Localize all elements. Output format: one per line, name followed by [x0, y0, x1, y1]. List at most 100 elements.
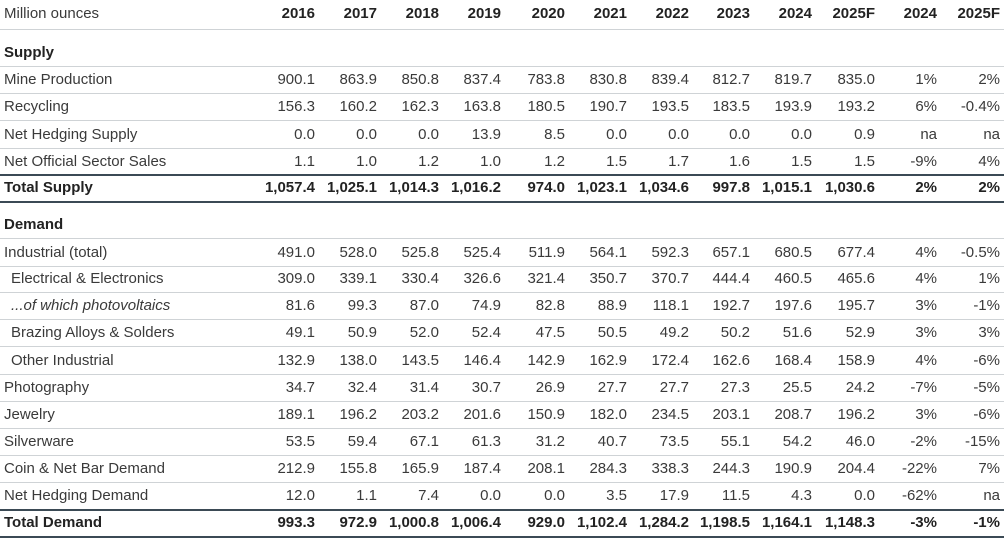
cell: 4% [978, 153, 1000, 170]
cell: 1,034.6 [638, 179, 689, 196]
cell: 1% [978, 270, 1000, 287]
cell: 3% [915, 324, 937, 341]
cell: 0.0 [729, 126, 750, 143]
cell: 197.6 [774, 297, 812, 314]
cell: 330.4 [401, 270, 439, 287]
cell: 1,000.8 [388, 514, 439, 531]
cell: 59.4 [347, 433, 377, 450]
cell: 138.0 [339, 352, 377, 369]
row-label: Net Hedging Demand [4, 487, 149, 504]
cell: -62% [901, 487, 937, 504]
cell: 444.4 [712, 270, 750, 287]
cell: 182.0 [589, 406, 627, 423]
cell: 32.4 [347, 379, 377, 396]
rule [0, 93, 1004, 94]
cell: 1% [915, 71, 937, 88]
cell: 150.9 [527, 406, 565, 423]
cell: -6% [973, 406, 1000, 423]
header-cell: 2024 [778, 5, 812, 22]
header-cell: 2023 [716, 5, 750, 22]
cell: 1,148.3 [824, 514, 875, 531]
cell: 155.8 [339, 460, 377, 477]
cell: 73.5 [659, 433, 689, 450]
header-cell: 2025F [832, 5, 875, 22]
cell: 1.2 [418, 153, 439, 170]
cell: 0.0 [294, 126, 315, 143]
cell: 1,198.5 [699, 514, 750, 531]
cell: 52.0 [409, 324, 439, 341]
cell: na [920, 126, 937, 143]
cell: 165.9 [401, 460, 439, 477]
cell: 1,284.2 [638, 514, 689, 531]
cell: 17.9 [659, 487, 689, 504]
row-label: ...of which photovoltaics [11, 297, 171, 314]
cell: 203.2 [401, 406, 439, 423]
rule [0, 120, 1004, 121]
cell: 189.1 [277, 406, 315, 423]
cell: 1,015.1 [761, 179, 812, 196]
cell: 1.5 [606, 153, 627, 170]
cell: -0.4% [960, 98, 1000, 115]
cell: 491.0 [277, 244, 315, 261]
header-cell: 2022 [655, 5, 689, 22]
cell: 87.0 [409, 297, 439, 314]
header-cell: 2017 [343, 5, 377, 22]
header-cell: 2016 [281, 5, 315, 22]
row-label: Electrical & Electronics [11, 270, 164, 287]
rule [0, 482, 1004, 483]
cell: 1,030.6 [824, 179, 875, 196]
cell: 812.7 [712, 71, 750, 88]
cell: 172.4 [651, 352, 689, 369]
cell: 27.7 [597, 379, 627, 396]
cell: 0.0 [356, 126, 377, 143]
cell: 4% [915, 270, 937, 287]
cell: 1,102.4 [576, 514, 627, 531]
header-cell: 2024 [903, 5, 937, 22]
cell: 34.7 [285, 379, 315, 396]
row-label: Industrial (total) [4, 244, 108, 261]
cell: 1,164.1 [761, 514, 812, 531]
cell: 162.9 [589, 352, 627, 369]
cell: -1% [973, 297, 1000, 314]
cell: 326.6 [463, 270, 501, 287]
cell: 1,025.1 [326, 179, 377, 196]
cell: 677.4 [837, 244, 875, 261]
cell: 0.0 [418, 126, 439, 143]
cell: 2% [915, 179, 937, 196]
cell: -1% [973, 514, 1000, 531]
cell: 212.9 [277, 460, 315, 477]
cell: 208.1 [527, 460, 565, 477]
cell: 27.3 [720, 379, 750, 396]
cell: 3% [915, 406, 937, 423]
cell: 27.7 [659, 379, 689, 396]
cell: 309.0 [277, 270, 315, 287]
cell: 993.3 [277, 514, 315, 531]
cell: 3% [978, 324, 1000, 341]
cell: 13.9 [471, 126, 501, 143]
cell: 193.5 [651, 98, 689, 115]
rule [0, 292, 1004, 293]
cell: 162.6 [712, 352, 750, 369]
rule [0, 66, 1004, 67]
rule [0, 346, 1004, 347]
cell: 31.4 [409, 379, 439, 396]
cell: 972.9 [339, 514, 377, 531]
cell: 168.4 [774, 352, 812, 369]
cell: 25.5 [782, 379, 812, 396]
cell: 146.4 [463, 352, 501, 369]
cell: 1,057.4 [264, 179, 315, 196]
cell: 339.1 [339, 270, 377, 287]
cell: 52.4 [471, 324, 501, 341]
rule-dark [0, 174, 1004, 176]
row-label: Net Official Sector Sales [4, 153, 167, 170]
cell: 183.5 [712, 98, 750, 115]
cell: 49.1 [285, 324, 315, 341]
header-cell: 2019 [467, 5, 501, 22]
rule [0, 238, 1004, 239]
row-label: Jewelry [4, 406, 55, 423]
cell: 142.9 [527, 352, 565, 369]
cell: 82.8 [535, 297, 565, 314]
cell: 338.3 [651, 460, 689, 477]
cell: 132.9 [277, 352, 315, 369]
